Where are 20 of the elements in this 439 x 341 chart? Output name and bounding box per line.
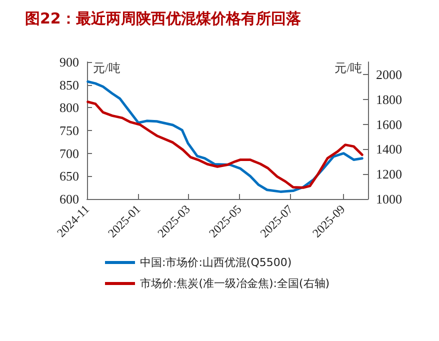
y2-tick-label: 1400: [376, 142, 402, 157]
y-axis-title: 元/吨: [93, 61, 120, 75]
y-tick-label: 800: [60, 100, 79, 116]
y-tick-label: 600: [60, 192, 79, 206]
y2-tick-label: 1200: [376, 166, 402, 182]
chart-title: 图22：最近两周陕西优混煤价格有所回落: [25, 10, 302, 28]
y2-axis-title: 元/吨: [334, 61, 362, 75]
y2-tick-label: 1800: [376, 92, 402, 107]
legend-label: 市场价:焦炭(准一级冶金焦):全国(右轴): [140, 277, 330, 290]
y-tick-label: 750: [60, 123, 79, 138]
line-series: [86, 100, 364, 189]
y-tick-label: 850: [60, 77, 79, 92]
y2-tick-label: 1000: [376, 192, 402, 206]
legend-label: 中国:市场价:山西优混(Q5500): [140, 256, 292, 269]
y-tick-label: 700: [60, 146, 79, 161]
y-tick-label: 900: [60, 54, 79, 70]
y2-tick-label: 2000: [376, 66, 402, 82]
line-series: [86, 80, 364, 193]
y2-tick-label: 1600: [376, 116, 402, 132]
y-tick-label: 650: [60, 168, 79, 184]
